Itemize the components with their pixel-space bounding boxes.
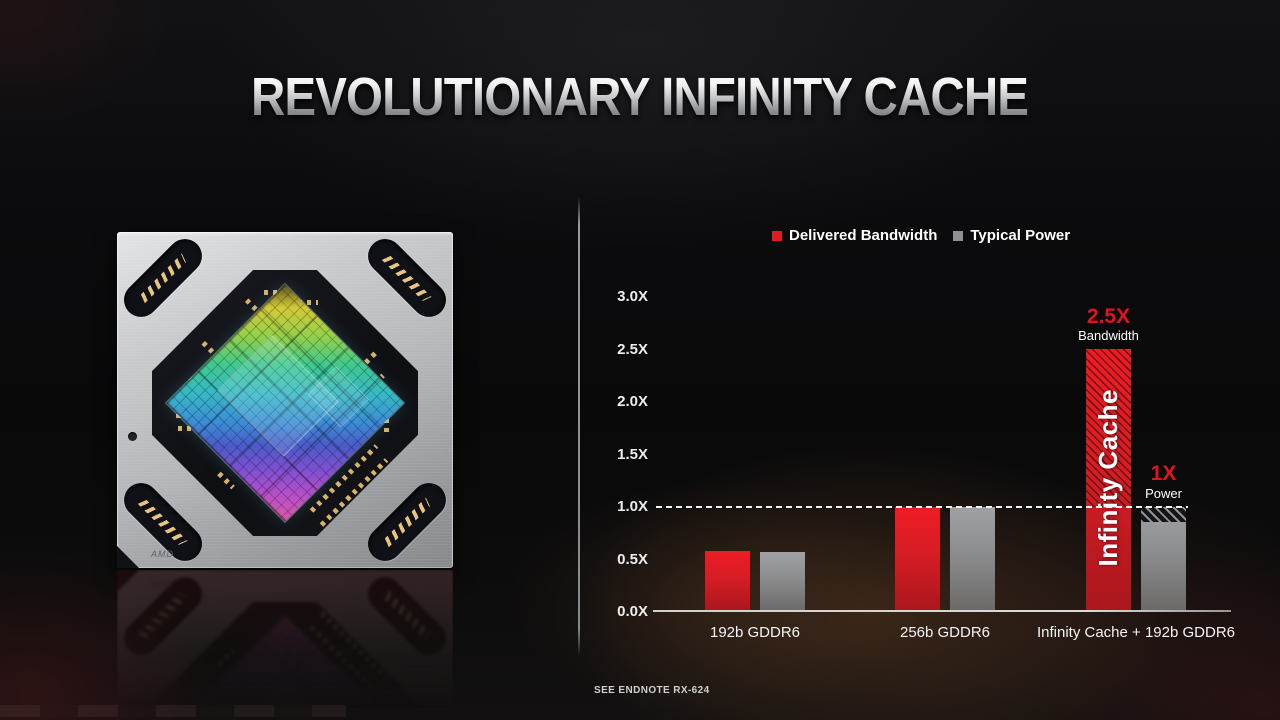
hatched-segment [1141,507,1186,522]
floor-reflection-strip [0,705,346,717]
pad-cluster [298,300,318,305]
endnote-text: SEE ENDNOTE RX-624 [594,685,710,696]
x-axis-category-label: 192b GDDR6 [709,624,801,641]
legend-label: Delivered Bandwidth [789,227,938,244]
reflection-tint [117,570,453,720]
y-axis-tick-label: 1.5X [617,445,648,463]
pad-cluster [384,410,389,432]
substrate-dot [128,432,137,441]
bandwidth-bar-2 [1086,349,1131,612]
legend-item-power: Typical Power [953,227,1070,244]
legend-swatch [953,230,964,241]
y-axis-tick-label: 1.0X [617,498,648,515]
y-axis-tick-label: 0.0X [617,603,648,620]
bandwidth-bar-0 [705,551,750,612]
infinity-cache-bar-label: Infinity Cache [1093,389,1123,567]
power-bar-2 [1141,507,1186,612]
chart-legend: Delivered Bandwidth Typical Power [772,227,1070,244]
legend-swatch [772,230,782,241]
y-axis-tick-label: 2.5X [617,340,648,358]
bar-annotation: 2.5X Bandwidth [1078,304,1139,344]
bandwidth-bar-1 [895,507,940,612]
chip-reflection: AMD [117,570,453,720]
x-axis-line [653,610,1231,612]
power-bar-0 [760,552,805,612]
chip-package: AMD [117,232,453,568]
x-axis-category-label: Infinity Cache + 192b GDDR6 [1036,624,1236,641]
amd-marking: AMD [151,549,174,559]
vertical-divider [578,197,580,656]
slide-title: REVOLUTIONARY INFINITY CACHE [251,67,1029,127]
hatched-segment [1086,349,1131,507]
slide-header: REVOLUTIONARY INFINITY CACHE [0,66,1280,128]
y-axis-tick-label: 2.0X [617,393,648,410]
x-axis-category-label: 256b GDDR6 [899,624,991,641]
annotation-label: Bandwidth [1078,328,1139,344]
annotation-label: Power [1145,485,1182,501]
annotation-value: 1X [1150,462,1177,486]
y-axis-tick-label: 3.0X [617,288,648,305]
annotation-value: 2.5X [1086,304,1131,328]
power-bar-1 [950,507,995,612]
pad-cluster [178,426,196,431]
legend-item-bandwidth: Delivered Bandwidth [772,227,937,244]
reference-line-1x [656,506,1188,508]
legend-label: Typical Power [970,227,1071,244]
bar-annotation: 1X Power [1145,463,1182,501]
y-axis-tick-label: 0.5X [617,550,648,568]
pin1-notch [117,546,139,568]
